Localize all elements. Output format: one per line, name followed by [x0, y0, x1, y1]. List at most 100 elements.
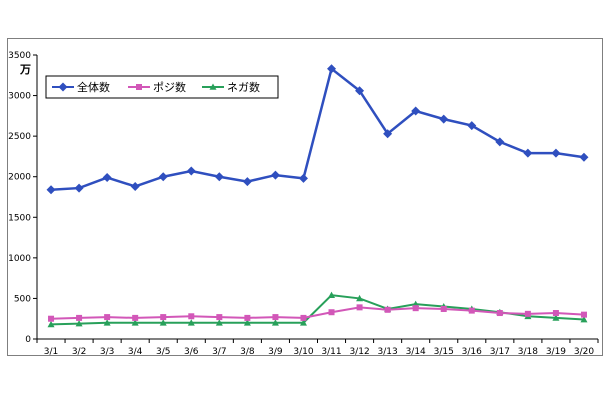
x-tick-label: 3/11 [321, 347, 341, 357]
data-point-square [132, 314, 139, 321]
x-tick-label: 3/9 [268, 347, 283, 357]
data-point-diamond [270, 170, 280, 180]
y-tick-label: 1500 [8, 213, 31, 223]
data-point-diamond [439, 114, 449, 124]
data-point-square [496, 310, 503, 317]
data-point-diamond [551, 148, 561, 158]
data-point-square [356, 304, 363, 311]
series-lines [46, 64, 589, 328]
data-point-square [136, 84, 142, 90]
data-point-diamond [327, 64, 337, 74]
legend: 全体数 ポジ数 ネガ数 [45, 75, 279, 99]
data-point-triangle [243, 319, 251, 326]
x-tick-label: 3/17 [490, 347, 510, 357]
x-tick-label: 3/5 [156, 347, 170, 357]
data-point-square [552, 310, 559, 317]
data-point-diamond [130, 181, 140, 191]
data-point-triangle [47, 320, 55, 328]
y-unit-label: 万 [19, 63, 31, 76]
y-axis-ticks: 0 500 1000 1500 2000 2500 3000 3500 [8, 51, 37, 345]
x-tick-label: 3/19 [546, 347, 566, 357]
data-point-square [216, 314, 223, 321]
series-group [47, 291, 588, 328]
x-tick-label: 3/18 [518, 347, 538, 357]
x-tick-label: 3/10 [293, 347, 313, 357]
data-point-diamond [74, 183, 84, 193]
data-point-triangle [209, 83, 217, 90]
x-tick-label: 3/3 [100, 347, 114, 357]
data-point-diamond [186, 166, 196, 176]
x-tick-label: 3/13 [378, 347, 398, 357]
data-point-square [384, 306, 391, 313]
data-point-triangle [356, 294, 364, 302]
legend-label: ネガ数 [227, 81, 260, 94]
legend-label: ポジ数 [153, 81, 186, 94]
data-point-diamond [495, 137, 505, 147]
data-point-diamond [214, 172, 224, 182]
y-tick-label: 500 [14, 294, 31, 304]
data-point-diamond [467, 121, 477, 131]
x-tick-label: 3/20 [574, 347, 594, 357]
data-point-square [244, 314, 251, 321]
series-line [50, 294, 585, 326]
data-point-diamond [523, 148, 533, 158]
data-point-square [524, 310, 531, 317]
data-point-square [160, 314, 167, 321]
x-tick-label: 3/16 [462, 347, 482, 357]
series-group [46, 64, 589, 195]
x-tick-label: 3/15 [434, 347, 454, 357]
series-line [50, 66, 585, 191]
data-point-triangle [215, 319, 223, 326]
data-point-triangle [580, 316, 588, 323]
data-point-square [328, 309, 335, 316]
data-point-square [412, 305, 419, 312]
x-tick-label: 3/6 [184, 347, 199, 357]
data-point-square [440, 305, 447, 312]
data-point-square [300, 314, 307, 321]
data-point-triangle [75, 320, 83, 327]
data-point-triangle [131, 319, 139, 326]
y-tick-label: 3000 [8, 92, 31, 102]
data-point-diamond [411, 106, 421, 116]
data-point-square [188, 313, 195, 320]
legend-label: 全体数 [77, 80, 110, 94]
data-point-diamond [355, 86, 365, 96]
x-axis-ticks: 3/1 3/2 3/3 3/4 3/5 3/6 3/7 3/8 3/9 3/10 3/11 3/12 3… [36, 339, 599, 357]
data-point-triangle [552, 314, 560, 321]
data-point-diamond [46, 185, 56, 195]
data-point-diamond [579, 152, 589, 162]
data-point-square [272, 314, 279, 321]
data-point-diamond [158, 172, 168, 182]
data-point-square [104, 314, 111, 321]
x-tick-label: 3/4 [128, 347, 143, 357]
data-point-triangle [271, 319, 279, 326]
series-line [50, 306, 585, 320]
x-tick-label: 3/12 [349, 347, 369, 357]
data-point-triangle [187, 319, 195, 326]
data-point-square [468, 307, 475, 314]
data-point-triangle [103, 319, 111, 326]
data-point-triangle [328, 291, 336, 298]
x-tick-label: 3/1 [44, 347, 58, 357]
data-point-diamond [58, 82, 68, 92]
x-tick-label: 3/14 [406, 347, 426, 357]
data-point-square [48, 315, 55, 322]
data-point-square [580, 311, 587, 318]
y-tick-label: 1000 [8, 254, 31, 264]
legend-box [45, 75, 279, 99]
data-point-diamond [242, 177, 252, 187]
chart-frame: 0 500 1000 1500 2000 2500 3000 3500 3/1 3/2 3/3 3/… [7, 38, 603, 357]
x-tick-label: 3/2 [72, 347, 86, 357]
data-point-diamond [298, 173, 308, 183]
data-point-diamond [383, 129, 393, 139]
y-tick-label: 0 [25, 335, 31, 345]
data-point-square [76, 314, 83, 321]
data-point-triangle [159, 319, 167, 326]
series-group [48, 304, 587, 322]
x-tick-label: 3/7 [212, 347, 226, 357]
data-point-diamond [102, 173, 112, 183]
y-tick-label: 2500 [8, 132, 31, 142]
x-tick-label: 3/8 [240, 347, 255, 357]
data-point-triangle [299, 319, 307, 326]
